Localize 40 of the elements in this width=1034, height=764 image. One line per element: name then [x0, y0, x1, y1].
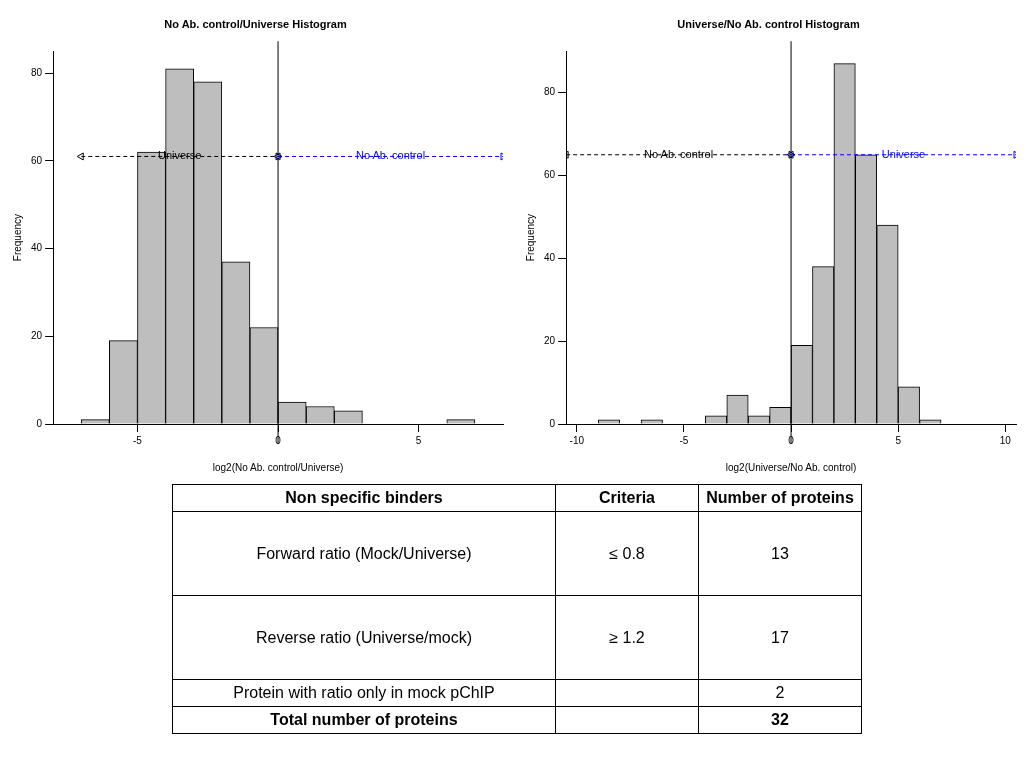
y-tick-label: 20: [544, 334, 556, 346]
category-label: Reverse ratio (Universe/mock): [255, 628, 473, 646]
x-tick-label: 5: [895, 434, 902, 446]
y-tick-label: 0: [549, 417, 556, 429]
text: ≥ 1.2: [609, 628, 645, 646]
y-tick-label: 20: [31, 330, 43, 342]
x-tick-label: 0: [788, 434, 795, 446]
y-tick-label: 40: [31, 242, 43, 254]
chart-title: No Ab. control/Universe Histogram: [164, 17, 347, 30]
x-axis-title: log2(Universe/No Ab. control): [725, 461, 857, 473]
text: 13: [771, 544, 789, 562]
series-label: No Ab. control: [355, 149, 426, 162]
y-tick-label: 0: [36, 417, 43, 429]
y-tick-label: 60: [544, 169, 556, 181]
x-tick-label: -10: [569, 434, 585, 446]
y-tick-label: 40: [544, 252, 556, 264]
y-axis-title: Frequency: [524, 213, 536, 262]
series-label: Universe: [881, 147, 926, 160]
chart-title: Universe/No Ab. control Histogram: [677, 17, 860, 30]
y-tick-label: 80: [31, 66, 43, 78]
text: 2: [775, 684, 785, 701]
x-tick-label: 5: [415, 434, 422, 446]
category-label: Protein with ratio only in mock pChIP: [233, 684, 495, 701]
category-label: Number of proteins: [698, 484, 862, 512]
x-tick-label: 0: [275, 434, 282, 446]
text: 17: [771, 628, 789, 646]
text: 32: [771, 711, 789, 728]
y-tick-label: 60: [31, 154, 43, 166]
x-tick-label: -5: [679, 434, 689, 446]
category-label: Forward ratio (Mock/Universe): [256, 544, 472, 562]
y-axis-title: Frequency: [11, 213, 23, 262]
x-axis-title: log2(No Ab. control/Universe): [212, 461, 344, 473]
category-label: Non specific binders: [172, 484, 556, 512]
category-label: Total number of proteins: [270, 711, 458, 728]
category-label: Criteria: [555, 484, 699, 512]
x-tick-label: 10: [999, 434, 1012, 446]
x-tick-label: -5: [133, 434, 143, 446]
series-label: No Ab. control: [644, 147, 714, 160]
text: ≤ 0.8: [609, 544, 645, 562]
y-tick-label: 80: [544, 86, 556, 98]
